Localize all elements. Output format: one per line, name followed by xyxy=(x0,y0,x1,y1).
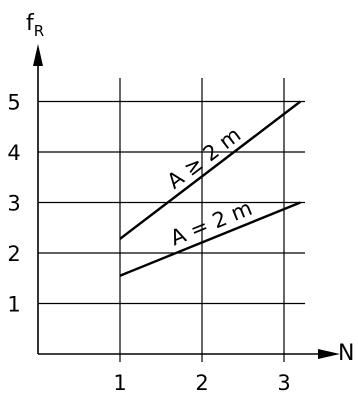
x-tick-label-3: 3 xyxy=(277,371,290,394)
y-axis-title-main: f xyxy=(26,11,35,36)
x-axis-title: N xyxy=(338,341,354,366)
y-axis-title: fR xyxy=(26,11,44,40)
y-tick-label-1: 1 xyxy=(7,293,20,317)
series-label-2: A = 2 m xyxy=(167,196,256,251)
series-line-1 xyxy=(119,100,302,240)
y-tick-label-3: 3 xyxy=(7,192,20,216)
y-tick-label-2: 2 xyxy=(7,242,20,266)
series-line-2 xyxy=(119,201,301,277)
y-tick-label-5: 5 xyxy=(7,91,20,115)
x-tick-label-1: 1 xyxy=(113,371,126,394)
series-label-1: A ≥ 2 m xyxy=(163,123,246,194)
y-axis-title-subscript: R xyxy=(34,22,44,40)
x-tick-label-2: 2 xyxy=(195,371,208,394)
y-axis-arrow xyxy=(33,44,43,66)
x-axis-arrow xyxy=(318,349,340,359)
y-tick-label-4: 4 xyxy=(7,141,20,165)
